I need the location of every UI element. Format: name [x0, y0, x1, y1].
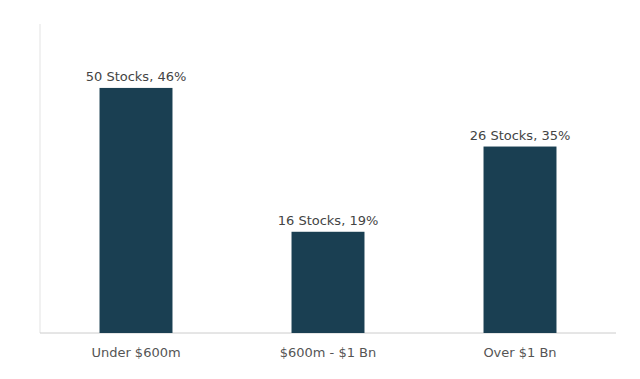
- x-tick-label: Over $1 Bn: [483, 345, 556, 360]
- bar: [484, 147, 557, 333]
- y-range-line: [40, 24, 41, 333]
- bars: [100, 88, 557, 333]
- data-label: 26 Stocks, 35%: [470, 128, 571, 143]
- chart-svg: 50 Stocks, 46% 16 Stocks, 19% 26 Stocks, 3…: [0, 0, 640, 379]
- bar: [292, 232, 365, 333]
- bar: [100, 88, 173, 333]
- page: {"chart_data": {"type": "bar", "categori…: [0, 0, 640, 379]
- x-tick-label: Under $600m: [91, 345, 180, 360]
- data-label: 16 Stocks, 19%: [278, 213, 379, 228]
- x-tick-label: $600m - $1 Bn: [280, 345, 377, 360]
- data-label: 50 Stocks, 46%: [86, 69, 187, 84]
- chart-container: 50 Stocks, 46% 16 Stocks, 19% 26 Stocks, 3…: [0, 0, 640, 379]
